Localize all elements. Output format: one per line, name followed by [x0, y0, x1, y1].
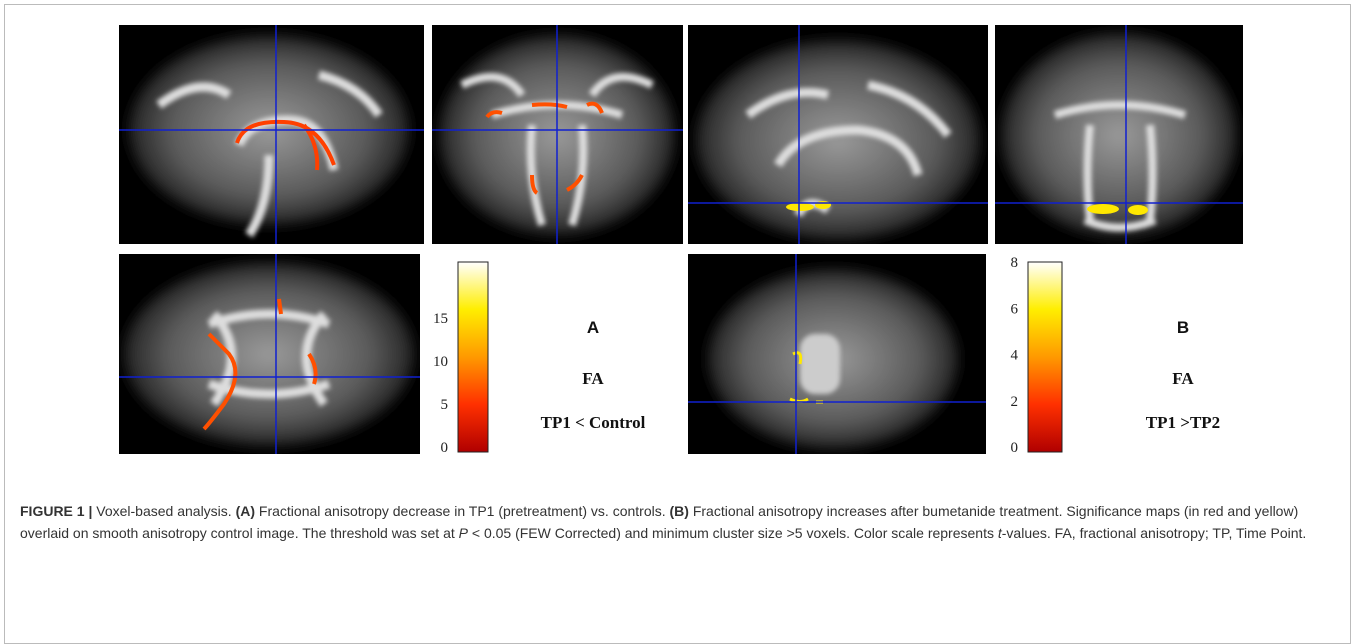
colorbar-tick-label: 2: [1011, 394, 1019, 410]
brain-image: [119, 254, 420, 454]
colorbar-tick-label: 10: [433, 354, 448, 370]
colorbar-tick-label: 0: [1011, 440, 1019, 456]
colorbar-tick-label: 6: [1011, 301, 1019, 317]
caption-text: < 0.05 (FEW Corrected) and minimum clust…: [468, 525, 998, 541]
caption-text: (B): [670, 503, 689, 519]
colorbar-tick-label: 0: [441, 440, 449, 456]
figure: A FA TP1 < Control 0 5 10 15 B FA TP1 >TP2 0 2 4 6 8: [0, 0, 1357, 470]
brain-image: [995, 25, 1243, 244]
colorbar: [1028, 262, 1062, 452]
colorbar: [458, 262, 488, 452]
caption-text: Fractional anisotropy decrease in TP1 (p…: [255, 503, 669, 519]
brain-image: [688, 25, 988, 244]
caption: FIGURE 1 | Voxel-based analysis. (A) Fra…: [20, 500, 1340, 544]
colorbar-tick-label: 15: [433, 311, 448, 327]
caption-text: (A): [236, 503, 255, 519]
caption-text: Voxel-based analysis.: [92, 503, 235, 519]
panel-label: A: [587, 318, 599, 337]
caption-text: FIGURE 1 |: [20, 503, 92, 519]
measure-label: FA: [582, 369, 604, 388]
colorbar-tick-label: 4: [1011, 348, 1019, 364]
caption-text: -values. FA, fractional anisotropy; TP, …: [1002, 525, 1307, 541]
brain-image: [119, 25, 424, 244]
contrast-label: TP1 >TP2: [1146, 413, 1220, 432]
panel-label: B: [1177, 318, 1189, 337]
contrast-label: TP1 < Control: [541, 413, 646, 432]
brain-image: [432, 25, 683, 244]
measure-label: FA: [1172, 369, 1194, 388]
colorbar-tick-label: 5: [441, 397, 449, 413]
page: A FA TP1 < Control 0 5 10 15 B FA TP1 >TP2 0 2 4 6 8 F…: [0, 0, 1357, 631]
brain-image: [688, 254, 986, 454]
caption-text: P: [459, 525, 468, 541]
colorbar-tick-label: 8: [1011, 255, 1019, 271]
